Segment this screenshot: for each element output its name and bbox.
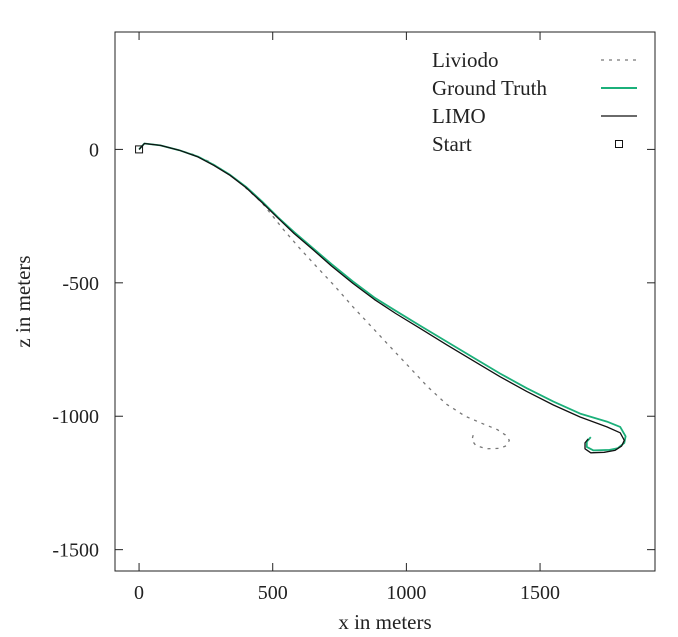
legend-label-liviodo: Liviodo xyxy=(432,48,499,72)
y-tick-label: -1500 xyxy=(52,540,99,562)
legend: Liviodo Ground Truth LIMO Start xyxy=(432,48,637,156)
x-axis-label: x in meters xyxy=(338,610,431,634)
x-tick-label: 500 xyxy=(258,582,288,604)
x-tick-label: 1000 xyxy=(386,582,426,604)
series-lines xyxy=(135,142,627,454)
x-tick-label: 1500 xyxy=(520,582,560,604)
start-marker xyxy=(135,145,144,154)
legend-sample-start xyxy=(615,140,623,148)
tick-marks xyxy=(115,32,655,571)
liviodo-line xyxy=(138,142,510,450)
legend-label-ground-truth: Ground Truth xyxy=(432,76,547,100)
x-tick-label: 0 xyxy=(134,582,144,604)
plot-frame xyxy=(114,31,656,572)
legend-label-start: Start xyxy=(432,132,472,156)
y-tick-label: 0 xyxy=(89,139,99,161)
y-tick-label: -1000 xyxy=(52,406,99,428)
y-tick-label: -500 xyxy=(62,273,99,295)
tick-labels: 0 500 1000 1500 0 -500 -1000 -1500 xyxy=(52,139,560,604)
y-axis-label: z in meters xyxy=(11,255,35,347)
legend-label-limo: LIMO xyxy=(432,104,486,128)
limo-line xyxy=(138,142,625,454)
